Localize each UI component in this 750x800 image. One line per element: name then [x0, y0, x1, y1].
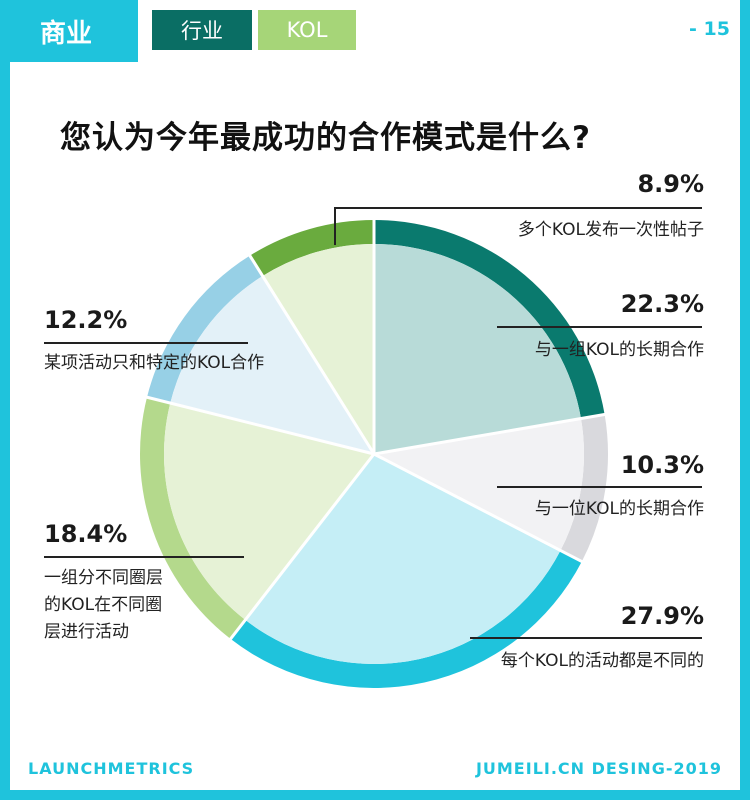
- pie-ring-4: [146, 255, 263, 404]
- pie-separator-4: [144, 395, 375, 456]
- leader-line-18-4: [44, 556, 244, 558]
- leader-line-8-9: [334, 207, 702, 209]
- pie-slice-2: [245, 454, 561, 664]
- footer-brand-right: JUMEILI.CN DESING-2019: [475, 759, 722, 778]
- pie-separator-3: [228, 453, 376, 642]
- label-text-10-3: 与一位KOL的长期合作: [534, 499, 704, 519]
- pie-ring-5: [249, 220, 374, 276]
- pie-slice-4: [170, 275, 374, 454]
- pie-separator-5: [247, 253, 376, 455]
- label-pct-22-3: 22.3%: [620, 290, 704, 318]
- pie-slice-0: [374, 244, 581, 454]
- label-pct-10-3: 10.3%: [620, 451, 704, 479]
- leader-line-8-9-vertical: [334, 207, 336, 245]
- leader-line-10-3: [497, 486, 702, 488]
- label-text-12-2: 某项活动只和特定的KOL合作: [44, 353, 265, 373]
- pie-ring-2: [230, 550, 582, 688]
- pie-ring-3: [139, 397, 246, 639]
- pie-ring-0: [374, 220, 605, 419]
- tab-industry[interactable]: 行业: [152, 10, 252, 50]
- label-text-18-4-line2: 的KOL在不同圈: [44, 595, 163, 615]
- pie-slice-5: [262, 244, 374, 454]
- page-number: - 15: [689, 18, 730, 40]
- pie-slice-1: [374, 418, 584, 551]
- label-text-22-3: 与一组KOL的长期合作: [534, 340, 704, 360]
- chart-title: 您认为今年最成功的合作模式是什么?: [60, 120, 591, 156]
- leader-line-12-2: [44, 342, 248, 344]
- tab-business[interactable]: 商业: [39, 18, 92, 49]
- leader-line-27-9: [470, 637, 702, 639]
- pie-ring-1: [560, 414, 608, 562]
- label-text-18-4-line1: 一组分不同圈层: [44, 568, 163, 588]
- footer-brand-left: LAUNCHMETRICS: [28, 759, 195, 778]
- pie-separator-2: [373, 452, 585, 564]
- label-pct-18-4: 18.4%: [44, 520, 128, 548]
- label-pct-8-9: 8.9%: [637, 170, 704, 198]
- label-text-18-4-line3: 层进行活动: [44, 622, 129, 642]
- leader-line-22-3: [497, 326, 702, 328]
- tab-kol[interactable]: KOL: [258, 10, 356, 50]
- label-text-8-9: 多个KOL发布一次性帖子: [517, 220, 704, 240]
- pie-separator-1: [373, 412, 607, 456]
- pie-slice-3: [164, 403, 374, 620]
- label-text-27-9: 每个KOL的活动都是不同的: [500, 651, 704, 671]
- label-pct-27-9: 27.9%: [620, 602, 704, 630]
- label-pct-12-2: 12.2%: [44, 306, 128, 334]
